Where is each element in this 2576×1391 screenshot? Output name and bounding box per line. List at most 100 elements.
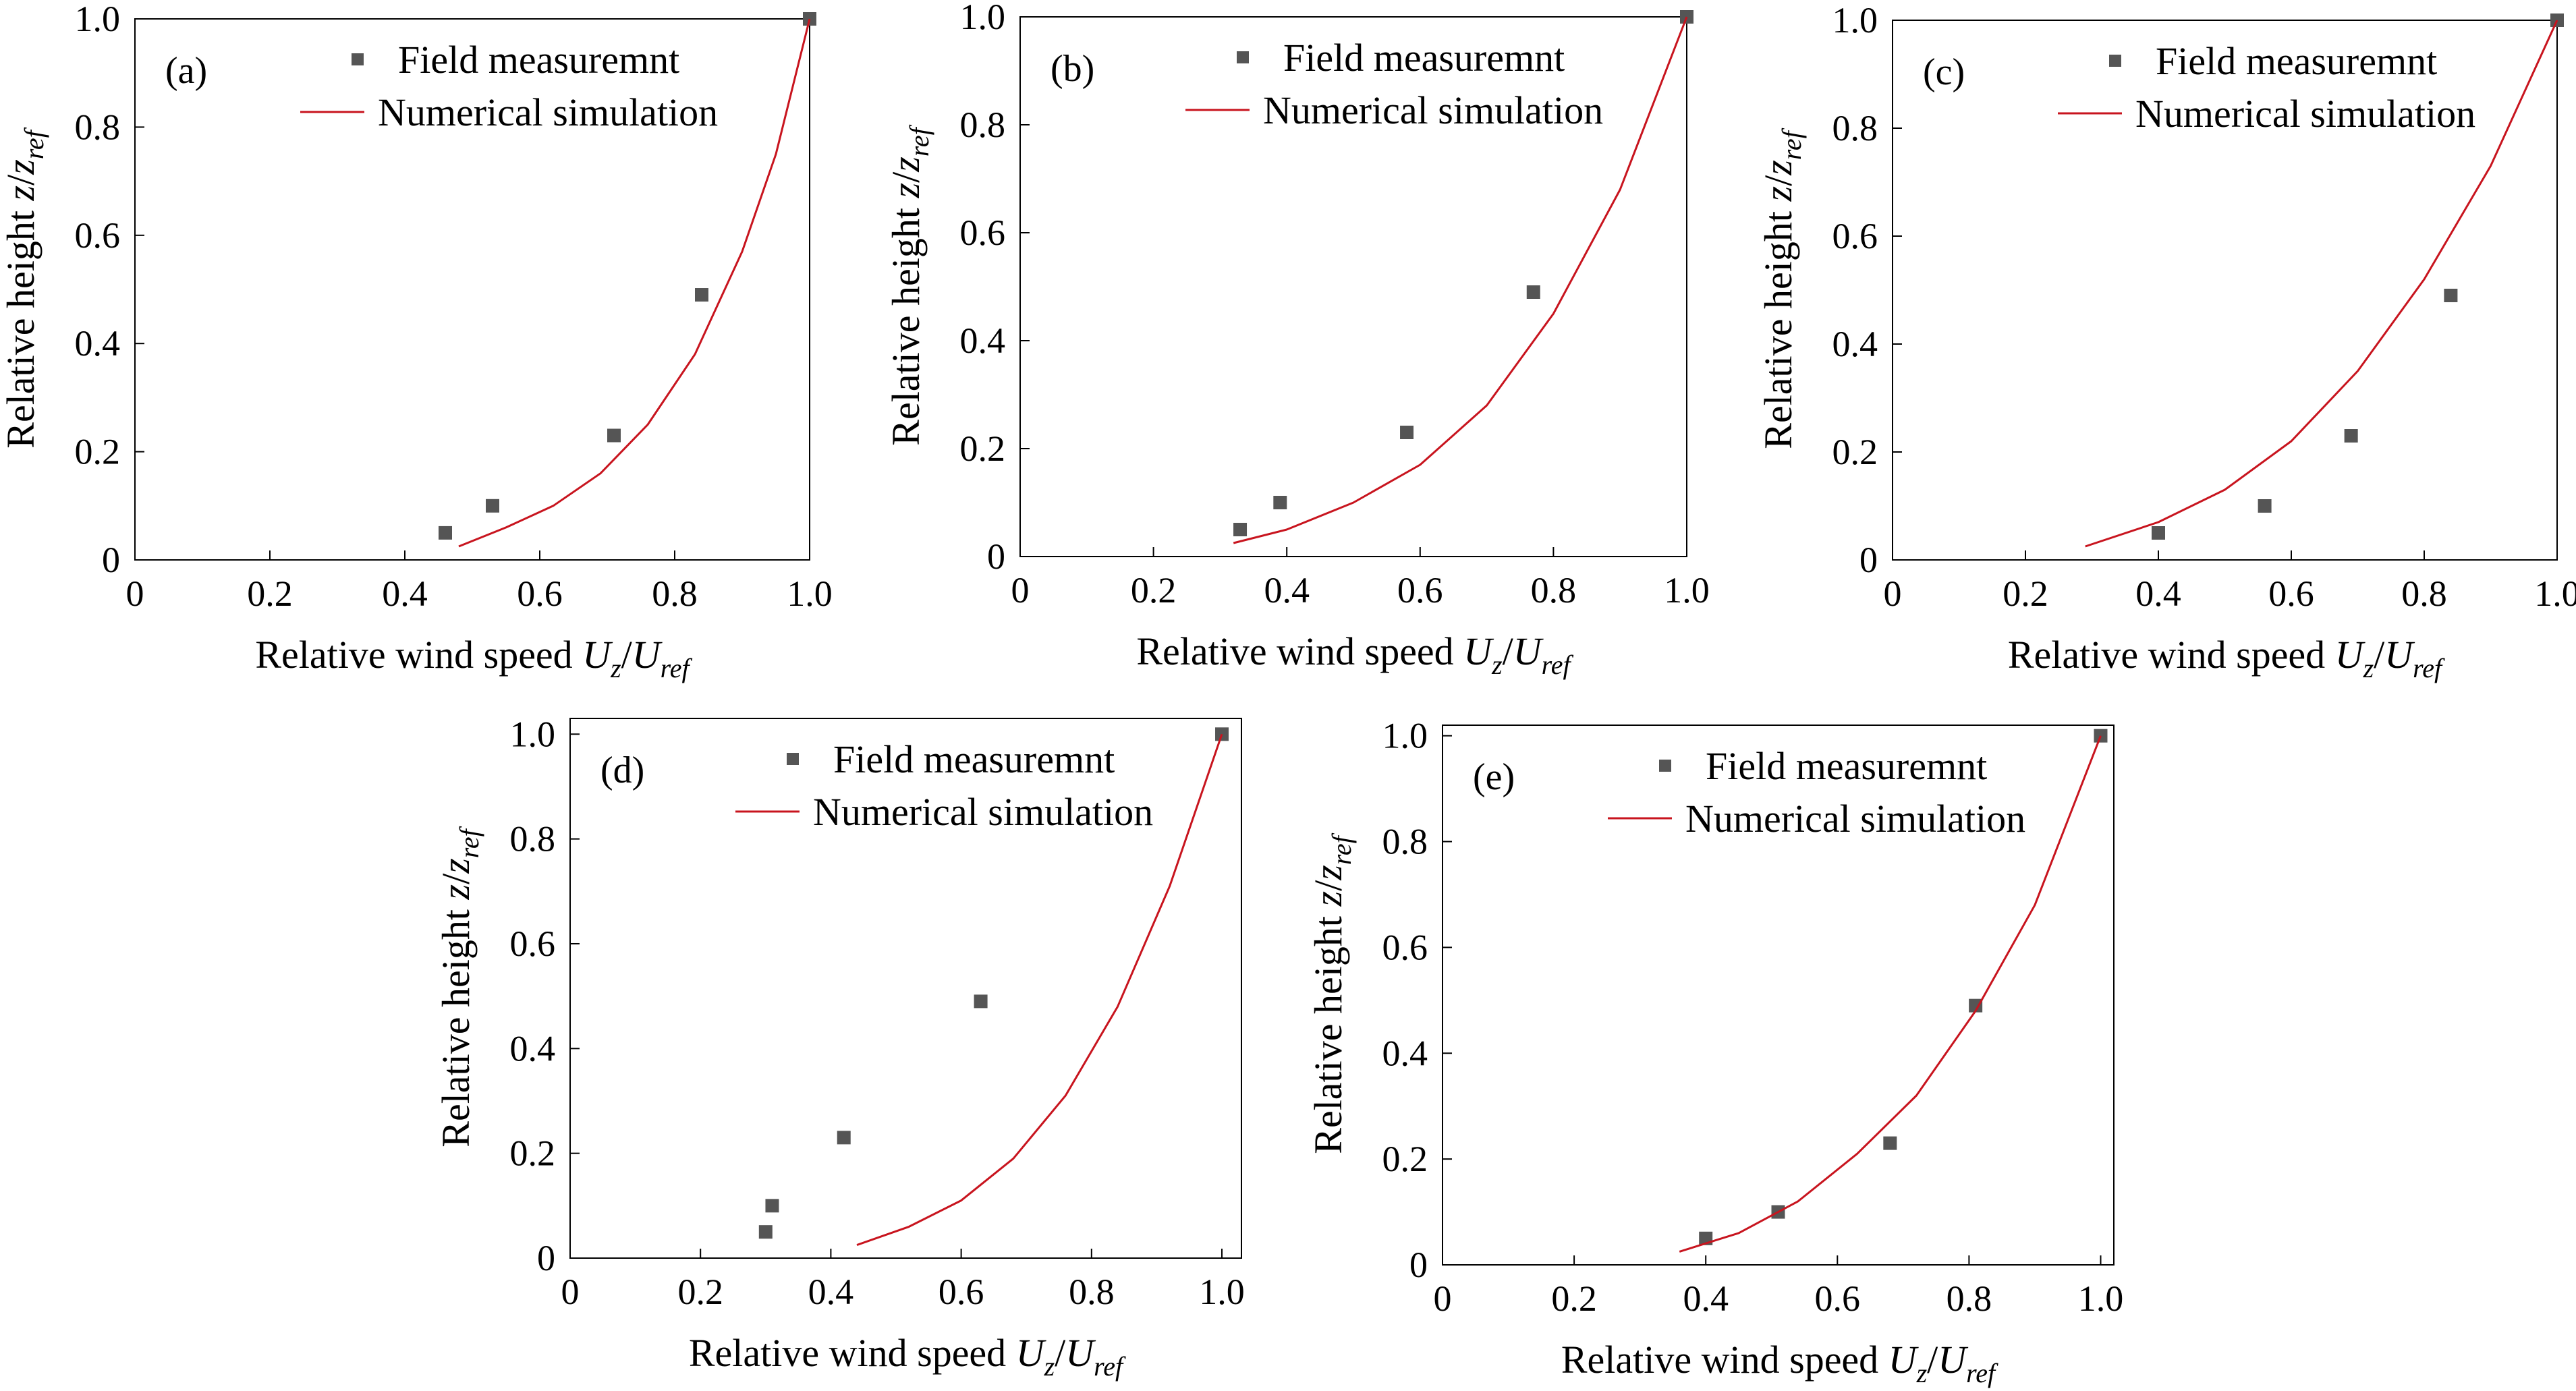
field-measurement-point: [2344, 429, 2358, 443]
x-tick-label: 0.2: [2003, 573, 2048, 614]
y-tick-label: 1.0: [960, 0, 1006, 37]
legend-marker-label: Field measuremnt: [2156, 39, 2437, 83]
x-tick-label: 0.6: [939, 1272, 984, 1312]
y-tick-label: 0: [987, 536, 1005, 577]
panel-label: (a): [165, 50, 207, 92]
field-measurement-point: [607, 428, 621, 443]
x-tick-label: 0.4: [2135, 573, 2181, 614]
x-tick-label: 0: [561, 1272, 580, 1312]
panel-a: 0 0.2 0.4 0.6 0.8 1.0 0 0.2 0.4 0.6 0.8 1.0 Relative…: [0, 0, 833, 683]
x-tick-label: 0.8: [1531, 570, 1577, 611]
x-tick-label: 0: [1011, 570, 1030, 611]
y-axis-label: Relative height z/zref: [0, 127, 49, 448]
x-tick-label: 0.8: [652, 573, 698, 614]
x-tick-label: 1.0: [2078, 1278, 2124, 1319]
field-measurement-point: [1233, 523, 1248, 536]
legend-marker-swatch: [787, 753, 799, 765]
y-tick-label: 0.4: [510, 1028, 556, 1069]
simulation-curve: [1679, 735, 2102, 1253]
x-tick-label: 0.6: [1815, 1278, 1861, 1319]
y-axis-label: Relative height z/zref: [1306, 832, 1357, 1154]
y-tick-label: 0.2: [1832, 432, 1878, 472]
legend-line-label: Numerical simulation: [1263, 88, 1603, 132]
simulation-curve: [2085, 20, 2558, 548]
legend-marker-label: Field measuremnt: [398, 38, 679, 82]
y-tick-label: 0: [1859, 540, 1878, 580]
x-tick-label: 0.8: [1947, 1278, 1992, 1319]
y-axis-label: Relative height z/zref: [884, 124, 934, 445]
simulation-curve: [856, 733, 1223, 1247]
x-axis-label: Relative wind speed Uz/Uref: [2008, 633, 2445, 683]
panel-label: (b): [1051, 48, 1094, 90]
y-tick-label: 0: [102, 540, 120, 580]
plot-frame: [569, 718, 1242, 1259]
field-measurement-point: [1400, 426, 1414, 439]
panel-c: 0 0.2 0.4 0.6 0.8 1.0 0 0.2 0.4 0.6 0.8 1.0 Relative…: [1756, 0, 2576, 683]
y-tick-label: 0.8: [1832, 108, 1878, 148]
x-tick-label: 1.0: [787, 573, 833, 614]
legend-line-label: Numerical simulation: [1685, 797, 2025, 841]
x-tick-label: 0.2: [1551, 1278, 1597, 1319]
x-tick-label: 1.0: [2534, 573, 2576, 614]
y-tick-label: 0.4: [75, 323, 121, 364]
plot-frame: [134, 18, 810, 561]
plot-frame: [1892, 20, 2558, 561]
panel-d: 0 0.2 0.4 0.6 0.8 1.0 0 0.2 0.4 0.6 0.8 1.0 Relative…: [434, 714, 1245, 1382]
legend-marker-swatch: [1659, 760, 1671, 772]
plot-frame: [1442, 725, 2115, 1266]
field-measurement-point: [974, 994, 988, 1009]
y-tick-label: 1.0: [75, 0, 121, 39]
field-measurement-point: [2258, 499, 2272, 513]
y-tick-label: 0.6: [510, 924, 556, 964]
y-tick-label: 0.4: [1832, 324, 1878, 364]
y-tick-label: 1.0: [1832, 0, 1878, 40]
field-measurement-point: [765, 1199, 779, 1213]
legend-line-label: Numerical simulation: [813, 790, 1153, 834]
legend-marker-swatch: [352, 53, 364, 65]
field-measurement-point: [1273, 496, 1287, 509]
field-measurement-point: [1969, 998, 1983, 1013]
field-measurement-point: [837, 1131, 851, 1145]
y-tick-label: 0: [537, 1238, 555, 1278]
y-tick-label: 0.8: [960, 105, 1006, 145]
panel-label: (e): [1473, 756, 1515, 798]
x-tick-label: 0.6: [517, 573, 563, 614]
y-tick-label: 0.2: [510, 1133, 556, 1174]
legend-marker-swatch: [1237, 51, 1249, 63]
field-measurement-point: [2444, 289, 2458, 302]
legend-line-label: Numerical simulation: [2135, 92, 2475, 136]
field-measurement-point: [758, 1225, 773, 1239]
x-tick-label: 0.4: [1264, 570, 1310, 611]
x-tick-label: 0: [126, 573, 144, 614]
field-measurement-point: [1215, 727, 1229, 741]
x-tick-label: 1.0: [1199, 1272, 1245, 1312]
x-axis-label: Relative wind speed Uz/Uref: [689, 1331, 1126, 1382]
legend-marker-label: Field measuremnt: [1706, 744, 1987, 788]
field-measurement-point: [1526, 285, 1540, 299]
simulation-curve: [458, 18, 811, 548]
x-axis-label: Relative wind speed Uz/Uref: [1561, 1338, 1998, 1388]
field-measurement-point: [1883, 1136, 1897, 1150]
x-tick-label: 0.2: [677, 1272, 723, 1312]
field-measurement-point: [2152, 526, 2165, 540]
y-tick-label: 0.8: [1382, 822, 1428, 862]
legend-marker-swatch: [2109, 55, 2121, 67]
y-tick-label: 0.6: [1832, 216, 1878, 256]
y-tick-label: 0.2: [960, 428, 1006, 469]
x-tick-label: 0.8: [1069, 1272, 1115, 1312]
field-measurement-point: [695, 288, 708, 302]
x-tick-label: 1.0: [1664, 570, 1710, 611]
y-tick-label: 0.6: [960, 212, 1006, 253]
y-tick-label: 1.0: [1382, 716, 1428, 756]
x-tick-label: 0.6: [1397, 570, 1443, 611]
y-tick-label: 0.4: [960, 320, 1006, 361]
legend-marker-label: Field measuremnt: [833, 737, 1115, 781]
panel-e: 0 0.2 0.4 0.6 0.8 1.0 0 0.2 0.4 0.6 0.8 1.0 Relative…: [1306, 716, 2123, 1388]
legend-line-label: Numerical simulation: [378, 90, 718, 134]
panel-label: (d): [600, 749, 644, 791]
y-axis-label: Relative height z/zref: [1756, 127, 1807, 449]
x-tick-label: 0: [1434, 1278, 1452, 1319]
y-axis-label: Relative height z/zref: [434, 826, 484, 1147]
x-tick-label: 0.8: [2401, 573, 2447, 614]
y-tick-label: 0.6: [75, 215, 121, 256]
